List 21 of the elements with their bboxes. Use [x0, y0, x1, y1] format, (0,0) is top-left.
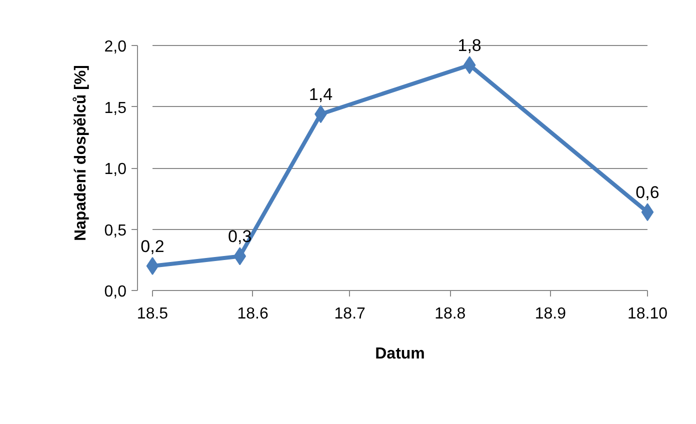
x-tick-label: 18.5: [136, 306, 168, 322]
y-tick-label: 1,5: [104, 100, 127, 117]
y-tick-label: 0,5: [104, 222, 127, 240]
data-label: 0,6: [636, 183, 660, 202]
data-label: 1,4: [308, 85, 333, 104]
y-axis-title: Napadení dospělců [%]: [72, 64, 90, 242]
x-tick-label: 18.9: [534, 306, 566, 322]
y-tick-label: 1,0: [104, 161, 127, 178]
x-tick-label: 18.8: [434, 306, 466, 322]
y-tick-label: 0,0: [104, 284, 127, 300]
point: [146, 257, 159, 275]
data-label: 0,2: [140, 237, 164, 256]
x-axis-title: Datum: [375, 346, 425, 362]
x-tick-label: 18.6: [237, 306, 268, 322]
x-tick-label: 18.10: [627, 306, 668, 322]
x-tick-label: 18.7: [334, 306, 366, 322]
data-label: 1,8: [458, 36, 482, 56]
point: [641, 203, 654, 222]
y-tick-label: 2,0: [104, 38, 127, 56]
point: [463, 56, 476, 74]
point: [234, 247, 246, 266]
